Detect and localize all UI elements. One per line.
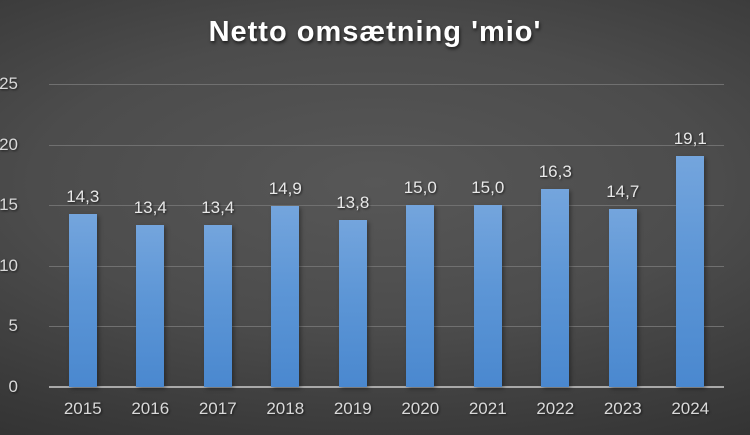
gridline-20 [49,144,724,146]
x-axis-label-2023: 2023 [603,399,642,418]
bar-2016[interactable] [136,224,165,387]
bar-2021[interactable] [473,205,502,387]
gridline-10 [49,265,724,267]
bar-2018[interactable] [271,206,300,387]
y-tick-label-5: 5 [8,316,18,336]
gridline-15 [49,205,724,207]
x-axis-line [49,386,724,388]
x-axis-label-2024: 2024 [671,399,710,418]
bar-value-label-2015: 14,3 [66,186,100,206]
x-axis-label-2020: 2020 [401,399,440,418]
plot-area: 0 5 10 15 20 25 14,3 2015 13,4 2016 13,4 2017 14,9 20… [0,74,724,418]
y-tick-label-10: 10 [0,255,18,275]
x-axis-label-2018: 2018 [266,399,305,418]
bar-2022[interactable] [541,189,570,387]
bar-value-label-2024: 19,1 [673,128,707,148]
x-axis-label-2021: 2021 [468,399,507,418]
chart-title: Netto omsætning 'mio' [208,16,542,48]
gridline-5 [49,326,724,328]
x-axis-label-2017: 2017 [198,399,237,418]
bar-value-label-2023: 14,7 [606,181,640,201]
bar-value-label-2019: 13,8 [336,192,370,212]
y-tick-label-0: 0 [8,377,18,396]
bar-value-label-2018: 14,9 [268,179,302,199]
bar-2015[interactable] [68,213,97,387]
x-axis-label-2015: 2015 [63,399,102,418]
bar-2019[interactable] [338,219,367,387]
bar-2024[interactable] [676,155,705,387]
x-axis-label-2019: 2019 [333,399,372,418]
y-tick-label-25: 25 [0,74,18,93]
bar-value-label-2020: 15,0 [403,178,437,198]
x-axis-label-2016: 2016 [131,399,170,418]
bar-value-label-2017: 13,4 [201,197,235,217]
bar-2017[interactable] [203,224,232,387]
bar-value-label-2022: 16,3 [538,162,572,182]
bar-2023[interactable] [608,208,637,387]
x-axis-label-2022: 2022 [536,399,575,418]
y-tick-label-20: 20 [0,134,18,154]
bar-value-label-2016: 13,4 [133,197,167,217]
y-tick-label-15: 15 [0,195,18,215]
bar-value-label-2021: 15,0 [471,178,505,198]
gridline-25 [49,84,724,85]
bar-2020[interactable] [406,205,435,387]
